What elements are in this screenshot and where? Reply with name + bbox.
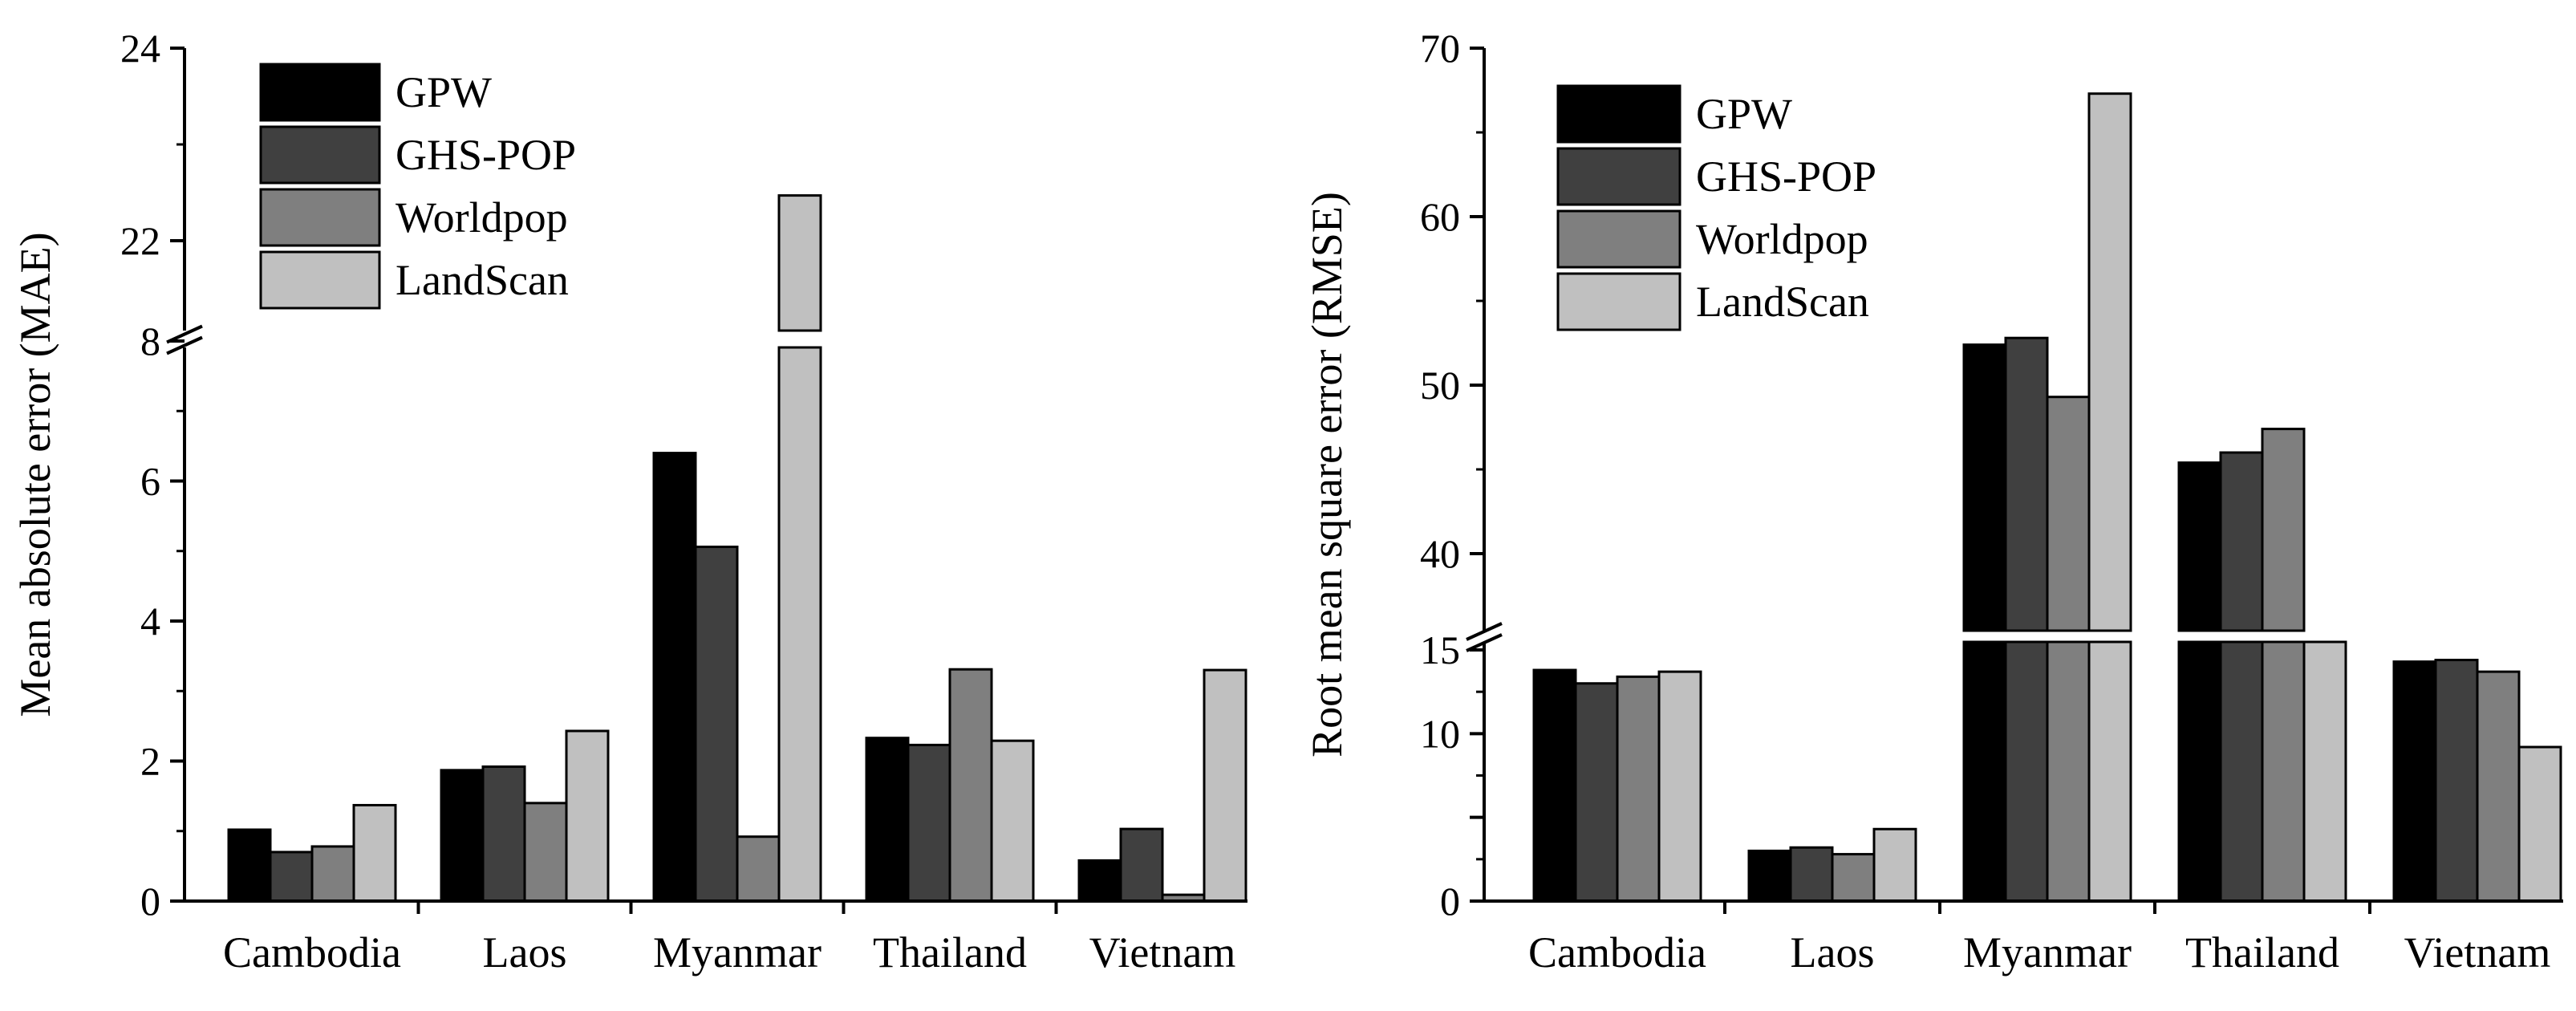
y-tick-label-8: 8 — [140, 319, 160, 363]
x-tick-label-thailand: Thailand — [2185, 928, 2339, 976]
y-tick-label-2: 2 — [140, 739, 160, 784]
legend-label-ghs-pop: GHS-POP — [396, 131, 576, 179]
axis-break-mark-2-1 — [1466, 622, 1503, 641]
bar-laos-ghs-pop — [481, 765, 526, 903]
y-tick-label-15: 15 — [1420, 627, 1460, 672]
bar-upper-myanmar-gpw — [1962, 343, 2007, 632]
bar-upper-thailand-ghs-pop — [2219, 451, 2264, 632]
x-tick-label-laos: Laos — [483, 928, 567, 976]
legend-swatch-gpw — [1556, 84, 1681, 144]
bar-lower-myanmar-gpw — [1962, 640, 2007, 903]
bar-cambodia-gpw — [227, 828, 272, 903]
bar-laos-ghs-pop — [1789, 846, 1834, 903]
x-tick-label-myanmar: Myanmar — [1963, 928, 2132, 976]
bar-lower-thailand-gpw — [2177, 640, 2222, 903]
x-tick-label-cambodia: Cambodia — [223, 928, 401, 976]
x-tick-label-vietnam: Vietnam — [2404, 928, 2551, 976]
bar-lower-thailand-landscan — [2302, 640, 2347, 903]
axis-break-mark-2-2 — [1466, 633, 1503, 652]
y-tick-label-22: 22 — [120, 218, 160, 263]
bar-cambodia-landscan — [352, 803, 397, 903]
bar-cambodia-worldpop — [310, 845, 355, 903]
legend-label-worldpop: Worldpop — [396, 193, 568, 242]
bar-lower-thailand-ghs-pop — [2219, 640, 2264, 903]
y-tick-label-24: 24 — [120, 26, 160, 71]
bar-cambodia-ghs-pop — [1574, 682, 1619, 903]
bar-vietnam-ghs-pop — [1119, 827, 1164, 903]
legend-label-landscan: LandScan — [1696, 278, 1869, 326]
legend-swatch-worldpop — [1556, 209, 1681, 269]
x-tick-label-thailand: Thailand — [873, 928, 1027, 976]
legend-label-gpw: GPW — [1696, 90, 1792, 138]
bar-cambodia-ghs-pop — [269, 851, 314, 903]
y-tick-label-0: 0 — [1440, 879, 1460, 924]
bar-vietnam-ghs-pop — [2434, 659, 2479, 903]
bar-upper-thailand-worldpop — [2261, 428, 2306, 632]
bar-cambodia-landscan — [1657, 670, 1702, 903]
legend-swatch-ghs-pop — [1556, 147, 1681, 206]
legend-swatch-ghs-pop — [259, 125, 381, 185]
bar-thailand-worldpop — [948, 668, 993, 903]
bar-lower-myanmar-landscan — [2087, 640, 2132, 903]
bar-cambodia-gpw — [1532, 668, 1577, 903]
bar-laos-landscan — [1872, 827, 1917, 903]
legend-swatch-landscan — [259, 250, 381, 310]
bar-vietnam-landscan — [1203, 668, 1247, 903]
bar-laos-landscan — [565, 729, 610, 903]
bar-myanmar-worldpop — [736, 835, 781, 903]
bar-laos-worldpop — [1831, 853, 1876, 903]
bar-upper-myanmar-landscan — [777, 194, 822, 332]
bar-upper-thailand-gpw — [2177, 461, 2222, 632]
bar-vietnam-worldpop — [2476, 670, 2521, 903]
bar-thailand-ghs-pop — [907, 743, 951, 903]
y-tick-label-6: 6 — [140, 459, 160, 504]
bar-upper-myanmar-worldpop — [2046, 396, 2091, 632]
bar-myanmar-gpw — [652, 452, 697, 903]
y-tick-label-10: 10 — [1420, 711, 1460, 756]
bar-vietnam-gpw — [2392, 660, 2437, 903]
x-tick-label-vietnam: Vietnam — [1089, 928, 1236, 976]
bar-laos-gpw — [440, 769, 485, 903]
bar-vietnam-gpw — [1077, 859, 1122, 903]
bar-upper-myanmar-landscan — [2087, 92, 2132, 632]
legend-swatch-worldpop — [259, 188, 381, 247]
legend-label-ghs-pop: GHS-POP — [1696, 152, 1876, 201]
bar-lower-myanmar-landscan — [777, 346, 822, 903]
x-tick-label-myanmar: Myanmar — [653, 928, 821, 976]
bar-lower-thailand-worldpop — [2261, 640, 2306, 903]
bar-cambodia-worldpop — [1616, 675, 1661, 903]
bar-laos-gpw — [1747, 849, 1792, 903]
bar-upper-myanmar-ghs-pop — [2004, 336, 2049, 632]
bar-lower-myanmar-ghs-pop — [2004, 640, 2049, 903]
bar-vietnam-landscan — [2517, 745, 2562, 903]
bar-laos-worldpop — [523, 802, 568, 903]
bar-thailand-landscan — [990, 739, 1035, 903]
axis-break-band-1 — [189, 331, 1247, 347]
y-tick-label-60: 60 — [1420, 194, 1460, 239]
y-tick-label-4: 4 — [140, 599, 160, 644]
y-tick-label-70: 70 — [1420, 26, 1460, 71]
axis-break-mark-1-2 — [166, 335, 203, 355]
bar-thailand-gpw — [865, 737, 910, 903]
legend-label-landscan: LandScan — [396, 256, 569, 304]
legend-swatch-landscan — [1556, 272, 1681, 331]
y-tick-label-50: 50 — [1420, 363, 1460, 408]
y-axis-label-2: Root mean square error (RMSE) — [1303, 192, 1351, 757]
legend-label-gpw: GPW — [396, 68, 492, 116]
axis-break-band-2 — [1489, 631, 2563, 641]
bar-myanmar-ghs-pop — [694, 546, 739, 903]
y-axis-label-1: Mean absolute error (MAE) — [11, 232, 59, 717]
y-tick-label-0: 0 — [140, 879, 160, 924]
x-tick-label-cambodia: Cambodia — [1528, 928, 1706, 976]
y-tick-label-40: 40 — [1420, 531, 1460, 576]
legend-label-worldpop: Worldpop — [1696, 215, 1868, 263]
x-tick-label-laos: Laos — [1791, 928, 1875, 976]
bar-lower-myanmar-worldpop — [2046, 640, 2091, 903]
legend-swatch-gpw — [259, 63, 381, 122]
